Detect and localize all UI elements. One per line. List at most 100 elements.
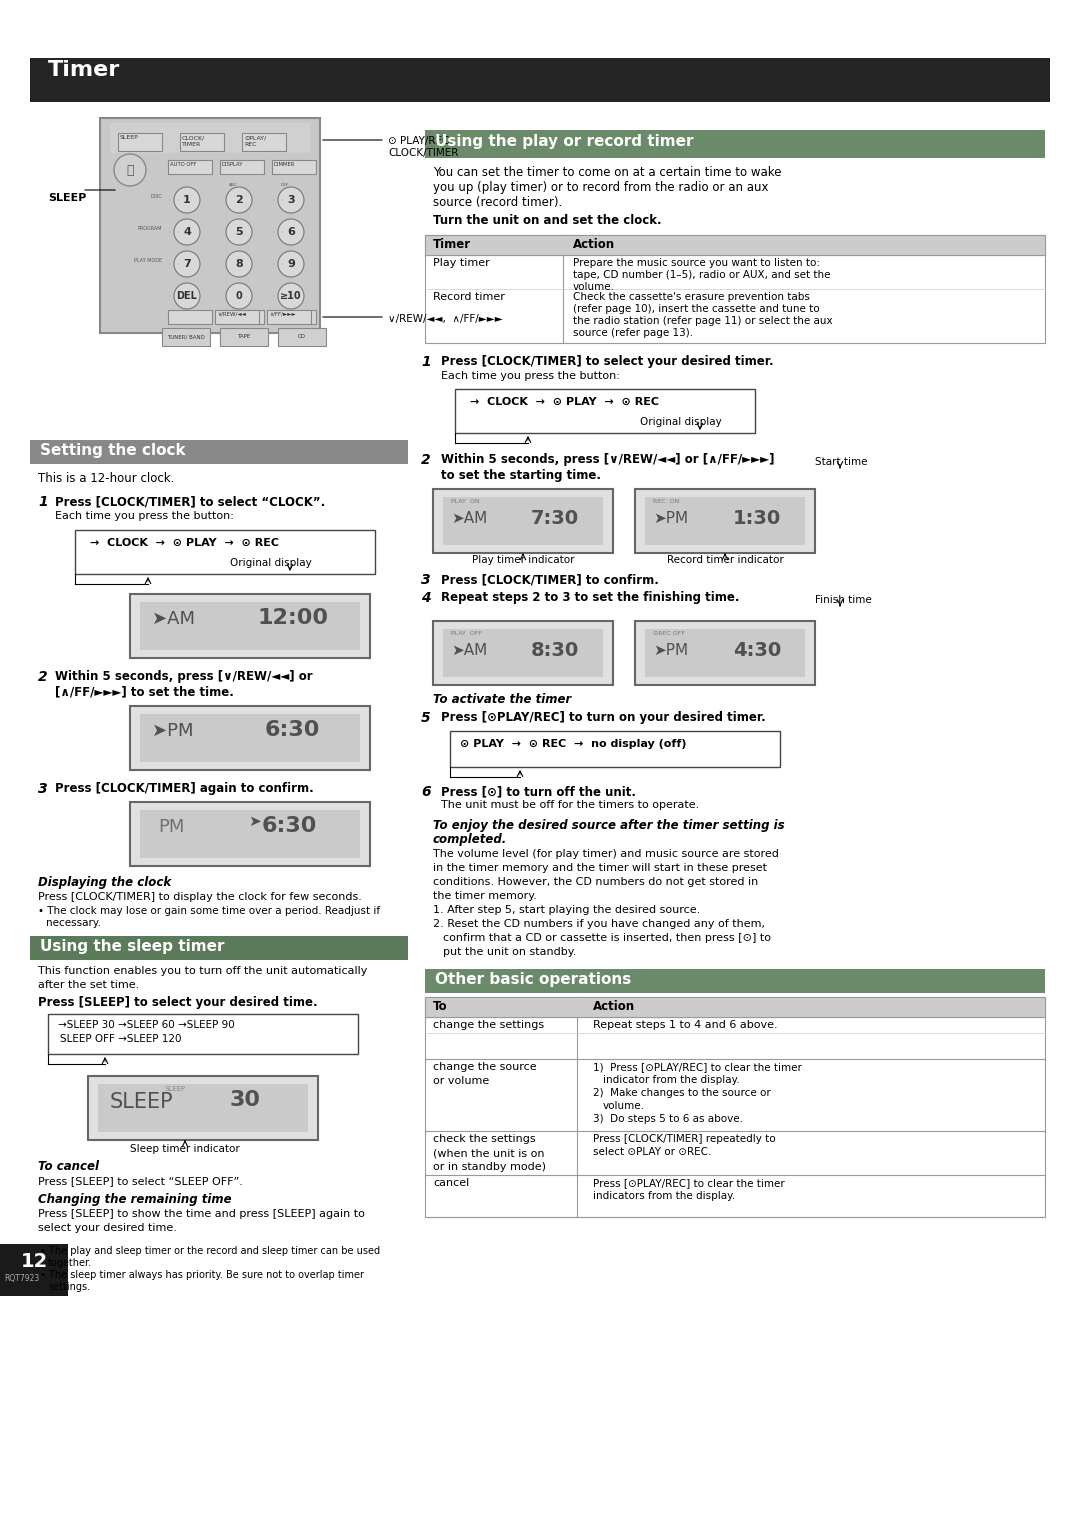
Text: ∨/REW/◄◄: ∨/REW/◄◄ (217, 312, 246, 316)
Text: ➤PM: ➤PM (152, 723, 193, 740)
Text: volume.: volume. (573, 283, 615, 292)
Text: source (record timer).: source (record timer). (433, 196, 563, 209)
Bar (426, 130, 1045, 157)
Bar (98, 1083, 308, 1132)
Bar (433, 489, 613, 553)
Text: ➤AM: ➤AM (451, 643, 487, 659)
Bar (433, 620, 613, 685)
Text: Start time: Start time (815, 457, 867, 468)
Bar (130, 802, 370, 866)
Text: ⊙ PLAY/REC: ⊙ PLAY/REC (388, 136, 449, 147)
Text: Record timer indicator: Record timer indicator (666, 555, 783, 565)
Text: volume.: volume. (603, 1102, 645, 1111)
Text: Repeat steps 2 to 3 to set the finishing time.: Repeat steps 2 to 3 to set the finishing… (441, 591, 740, 604)
Bar (426, 996, 1045, 1018)
Circle shape (278, 186, 303, 212)
Text: To activate the timer: To activate the timer (433, 694, 571, 706)
Text: REC: REC (244, 142, 257, 147)
Text: 4: 4 (184, 228, 191, 237)
Text: check the settings: check the settings (433, 1134, 536, 1144)
Text: Other basic operations: Other basic operations (435, 972, 631, 987)
Text: indicators from the display.: indicators from the display. (593, 1190, 735, 1201)
Bar (110, 122, 310, 153)
Text: ➤AM: ➤AM (451, 510, 487, 526)
Text: SLEEP: SLEEP (110, 1093, 174, 1112)
Text: You can set the timer to come on at a certain time to wake: You can set the timer to come on at a ce… (433, 167, 782, 179)
Text: 6: 6 (287, 228, 295, 237)
Text: cancel: cancel (433, 1178, 469, 1187)
Text: To: To (433, 999, 447, 1013)
Text: • The play and sleep timer or the record and sleep timer can be used: • The play and sleep timer or the record… (40, 1245, 380, 1256)
Text: REC  ON: REC ON (653, 500, 679, 504)
Bar (162, 329, 210, 345)
Text: 3)  Do steps 5 to 6 as above.: 3) Do steps 5 to 6 as above. (593, 1114, 743, 1125)
Text: PM: PM (158, 817, 185, 836)
Bar (272, 160, 316, 174)
Text: ⊙REC OFF: ⊙REC OFF (653, 631, 685, 636)
Text: Press [CLOCK/TIMER] to confirm.: Press [CLOCK/TIMER] to confirm. (441, 573, 659, 587)
Text: PLAY MODE: PLAY MODE (134, 258, 162, 263)
Bar (168, 160, 212, 174)
Text: Timer: Timer (48, 60, 120, 79)
Text: 3: 3 (287, 196, 295, 205)
Text: TIMER: TIMER (183, 142, 201, 147)
Bar (30, 440, 408, 465)
Text: source (refer page 13).: source (refer page 13). (573, 329, 693, 338)
Bar (645, 630, 805, 677)
Text: 8: 8 (235, 260, 243, 269)
Bar (30, 937, 408, 960)
Bar (215, 310, 259, 324)
Text: Press [CLOCK/TIMER] to select “CLOCK”.: Press [CLOCK/TIMER] to select “CLOCK”. (55, 495, 325, 507)
Text: ⏻: ⏻ (126, 163, 134, 177)
Bar (272, 310, 316, 324)
Text: Press [⊙] to turn off the unit.: Press [⊙] to turn off the unit. (441, 785, 636, 798)
Text: 12:00: 12:00 (258, 608, 329, 628)
Text: Prepare the music source you want to listen to:: Prepare the music source you want to lis… (573, 258, 820, 267)
Text: Press [SLEEP] to show the time and press [SLEEP] again to: Press [SLEEP] to show the time and press… (38, 1209, 365, 1219)
Text: Action: Action (593, 999, 635, 1013)
Bar (450, 730, 780, 767)
Text: in the timer memory and the timer will start in these preset: in the timer memory and the timer will s… (433, 863, 767, 872)
Text: ➤PM: ➤PM (653, 643, 688, 659)
Text: 30: 30 (230, 1089, 261, 1109)
Text: DISPLAY: DISPLAY (222, 162, 243, 167)
Text: select ⊙PLAY or ⊙REC.: select ⊙PLAY or ⊙REC. (593, 1148, 712, 1157)
Circle shape (278, 283, 303, 309)
Bar (118, 133, 162, 151)
Text: 6:30: 6:30 (262, 816, 318, 836)
Bar (140, 810, 360, 859)
Text: →  CLOCK  →  ⊙ PLAY  →  ⊙ REC: → CLOCK → ⊙ PLAY → ⊙ REC (90, 538, 279, 549)
Text: necessary.: necessary. (46, 918, 100, 927)
Text: the timer memory.: the timer memory. (433, 891, 537, 902)
Bar (220, 329, 268, 345)
Text: SLEEP: SLEEP (164, 1086, 186, 1093)
Circle shape (278, 219, 303, 244)
Text: TUNER/ BAND: TUNER/ BAND (167, 335, 205, 339)
Text: (when the unit is on: (when the unit is on (433, 1148, 544, 1158)
Text: SLEEP: SLEEP (48, 193, 86, 203)
Text: AUTO OFF: AUTO OFF (170, 162, 197, 167)
Bar (30, 58, 1050, 102)
Text: Setting the clock: Setting the clock (40, 443, 186, 458)
Circle shape (174, 186, 200, 212)
Text: Press [SLEEP] to select your desired time.: Press [SLEEP] to select your desired tim… (38, 996, 318, 1008)
Text: 4:30: 4:30 (733, 642, 781, 660)
Bar (635, 489, 815, 553)
Text: 3: 3 (421, 573, 431, 587)
Text: 7: 7 (184, 260, 191, 269)
Bar (87, 1076, 318, 1140)
Text: To enjoy the desired source after the timer setting is: To enjoy the desired source after the ti… (433, 819, 785, 833)
Bar (426, 235, 1045, 342)
Text: TAPE: TAPE (238, 335, 251, 339)
Text: 1: 1 (38, 495, 48, 509)
Text: 4: 4 (421, 591, 431, 605)
Text: or in standby mode): or in standby mode) (433, 1161, 546, 1172)
Text: 5: 5 (235, 228, 243, 237)
Bar (130, 594, 370, 659)
Text: 0: 0 (235, 290, 242, 301)
Bar (48, 1015, 357, 1054)
Text: DIMMER: DIMMER (274, 162, 295, 167)
Circle shape (174, 219, 200, 244)
Text: CD: CD (298, 335, 306, 339)
Text: Play timer: Play timer (433, 258, 489, 267)
